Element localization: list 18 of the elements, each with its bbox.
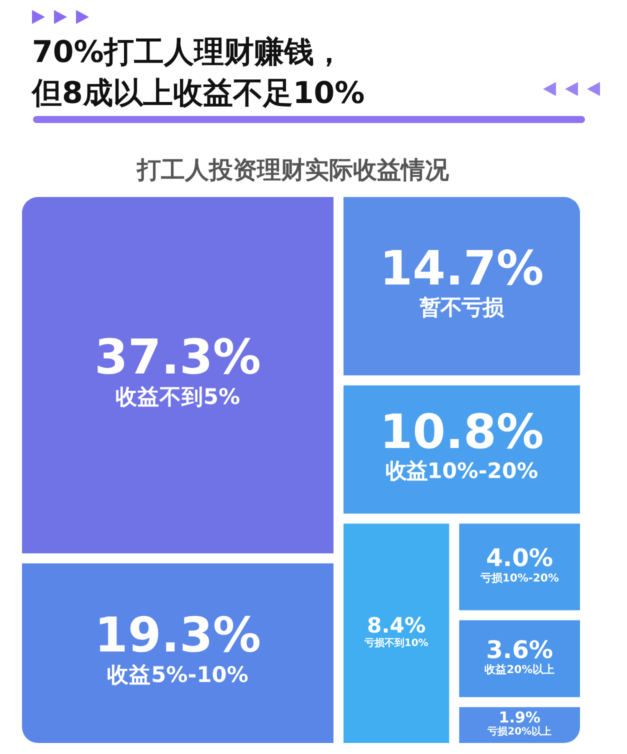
data-label: 37.3% bbox=[94, 330, 262, 386]
data-label: 8.4% bbox=[367, 612, 426, 638]
text: 打工人投资理财实际收益情况 bbox=[135, 155, 450, 186]
text: 70%打工人理财赚钱，但8成以上收益不足10% bbox=[32, 34, 366, 113]
data-label: 4.0% bbox=[486, 544, 554, 572]
category-label: 亏损10%-20% bbox=[479, 571, 559, 584]
data-label: 3.6% bbox=[486, 636, 554, 664]
category-label: 收益5%-10% bbox=[107, 662, 248, 688]
category-label: 暂不亏损 bbox=[418, 296, 505, 321]
category-label: 亏损20%以上 bbox=[486, 725, 552, 738]
data-label: 1.9% bbox=[498, 708, 540, 726]
category-label: 收益20%以上 bbox=[484, 663, 555, 676]
category-label: 收益10%-20% bbox=[385, 458, 538, 484]
data-label: 10.8% bbox=[380, 404, 544, 460]
data-label: 14.7% bbox=[380, 242, 544, 297]
category-label: 亏损不到10% bbox=[363, 637, 428, 650]
data-label: 19.3% bbox=[94, 608, 262, 664]
category-label: 收益不到5% bbox=[115, 384, 240, 410]
